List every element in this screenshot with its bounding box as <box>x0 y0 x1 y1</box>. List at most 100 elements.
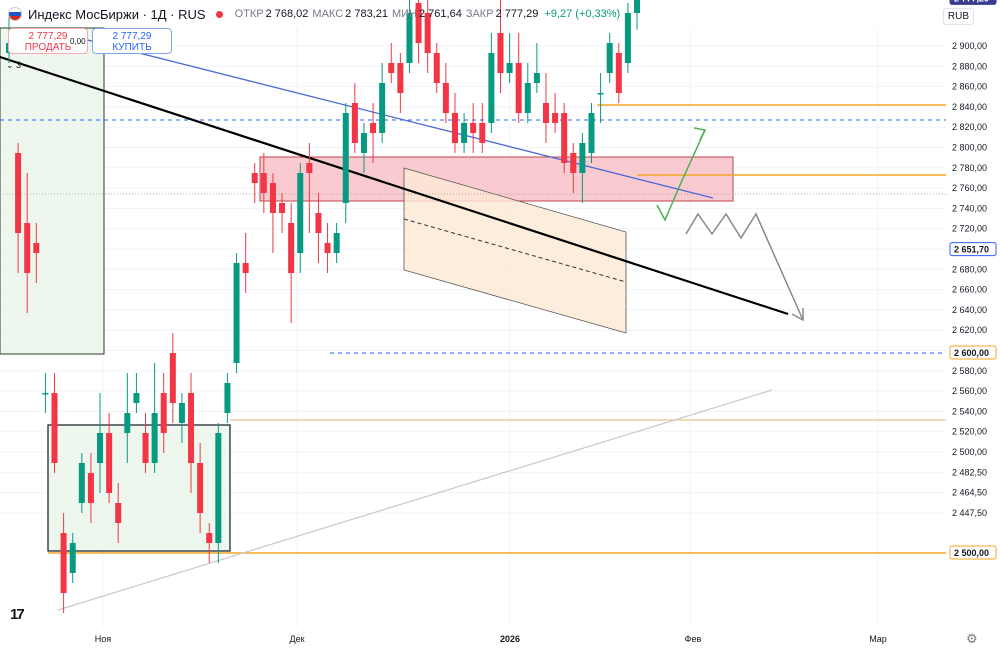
price-tick-label: 2 720,00 <box>952 224 987 234</box>
candle <box>451 113 458 143</box>
time-tick-label: Ноя <box>95 634 112 644</box>
candle <box>188 393 195 463</box>
candle <box>524 83 531 113</box>
candle <box>461 123 468 143</box>
price-tick-label: 2 500,00 <box>952 447 987 457</box>
channel-midline <box>403 218 627 283</box>
candle <box>169 353 176 403</box>
candle <box>78 463 85 503</box>
sell-price: 2 777,29 <box>28 31 68 42</box>
low-value: 2 761,64 <box>419 8 462 20</box>
candle <box>424 13 431 53</box>
candle <box>297 173 304 253</box>
candle <box>606 43 613 73</box>
buy-button[interactable]: 2 777,29 КУПИТЬ <box>92 28 172 54</box>
price-tick-label: 2 880,00 <box>952 61 987 71</box>
bearish-forecast-arrow <box>685 212 804 321</box>
price-tick-label: 2 860,00 <box>952 82 987 92</box>
price-tick-label: 2 520,00 <box>952 427 987 437</box>
candle <box>515 63 522 113</box>
candle <box>497 33 504 73</box>
candle <box>397 63 404 93</box>
candle <box>470 123 477 133</box>
candle <box>360 133 367 153</box>
price-label: 2 651,70 <box>954 245 989 255</box>
candle <box>288 223 295 273</box>
candle <box>579 143 586 173</box>
sell-button[interactable]: 2 777,29 ПРОДАТЬ <box>8 28 88 54</box>
candle <box>160 393 167 433</box>
price-tick-label: 2 840,00 <box>952 102 987 112</box>
close-value: 2 777,29 <box>495 8 539 20</box>
price-label-box <box>949 242 997 257</box>
candle <box>233 263 240 363</box>
candle <box>342 113 349 203</box>
price-tick-label: 2 640,00 <box>952 305 987 315</box>
candle <box>178 403 185 423</box>
low-label: МИН <box>391 8 417 20</box>
candle <box>542 103 549 123</box>
candle <box>106 433 113 493</box>
time-tick-label: 2026 <box>500 634 520 644</box>
candle <box>269 183 276 213</box>
candle <box>506 63 513 73</box>
candle <box>142 433 149 463</box>
candle <box>333 233 340 253</box>
symbol-title[interactable]: Индекс МосБиржи · 1Д · RUS <box>28 6 206 22</box>
buy-price: 2 777,29 <box>112 31 152 42</box>
price-tick-label: 2 820,00 <box>952 122 987 132</box>
trend-line-support <box>57 389 773 611</box>
candle <box>24 223 31 273</box>
price-tick-label: 2 680,00 <box>952 264 987 274</box>
change-value: +9,27 (+0,33%) <box>544 8 621 20</box>
high-value: 2 783,21 <box>345 8 388 20</box>
open-value: 2 768,02 <box>265 8 309 20</box>
high-label: МАКС <box>312 8 344 20</box>
bullish-arrow-head <box>693 127 707 141</box>
open-label: ОТКР <box>234 8 264 20</box>
candle <box>370 123 377 133</box>
candles <box>6 0 640 613</box>
price-label: 2 600,00 <box>954 348 989 358</box>
gear-icon[interactable]: ⚙ <box>966 631 978 646</box>
candle <box>60 533 67 593</box>
candle <box>379 83 386 133</box>
time-tick-label: Дек <box>289 634 304 644</box>
candle <box>133 393 140 403</box>
candle <box>306 163 313 173</box>
price-label-box <box>949 345 997 360</box>
indicator-toggle[interactable]: ⌄ 3 <box>6 60 22 70</box>
candle <box>87 473 94 503</box>
time-tick-label: Фев <box>685 634 702 644</box>
price-label-box <box>949 0 997 5</box>
trend-line-blue <box>59 32 714 199</box>
candle <box>206 533 213 543</box>
candle <box>215 433 222 543</box>
price-tick-label: 2 660,00 <box>952 285 987 295</box>
price-tick-label: 2 580,00 <box>952 366 987 376</box>
candle <box>488 53 495 123</box>
candle <box>533 73 540 83</box>
currency-button[interactable]: RUB <box>942 8 974 25</box>
candle <box>634 0 640 13</box>
price-label: 2 500,00 <box>954 548 989 558</box>
trend-line-black <box>0 55 789 316</box>
candle <box>615 53 622 93</box>
close-label: ЗАКР <box>465 8 494 20</box>
candle <box>69 543 76 573</box>
tradingview-logo-icon[interactable]: 17 <box>10 606 25 623</box>
price-tick-label: 2 740,00 <box>952 203 987 213</box>
candle <box>33 243 40 253</box>
candle <box>242 263 249 273</box>
candle <box>415 3 422 43</box>
price-tick-label: 2 800,00 <box>952 143 987 153</box>
candle <box>115 503 122 523</box>
price-tick-label: 2 620,00 <box>952 325 987 335</box>
bullish-forecast-arrow <box>656 129 706 222</box>
candle <box>561 113 568 163</box>
candle <box>588 113 595 153</box>
candle <box>442 83 449 113</box>
time-axis: Ноя Дек 2026 Фев Мар <box>95 634 887 644</box>
price-tick-label: 2 780,00 <box>952 163 987 173</box>
